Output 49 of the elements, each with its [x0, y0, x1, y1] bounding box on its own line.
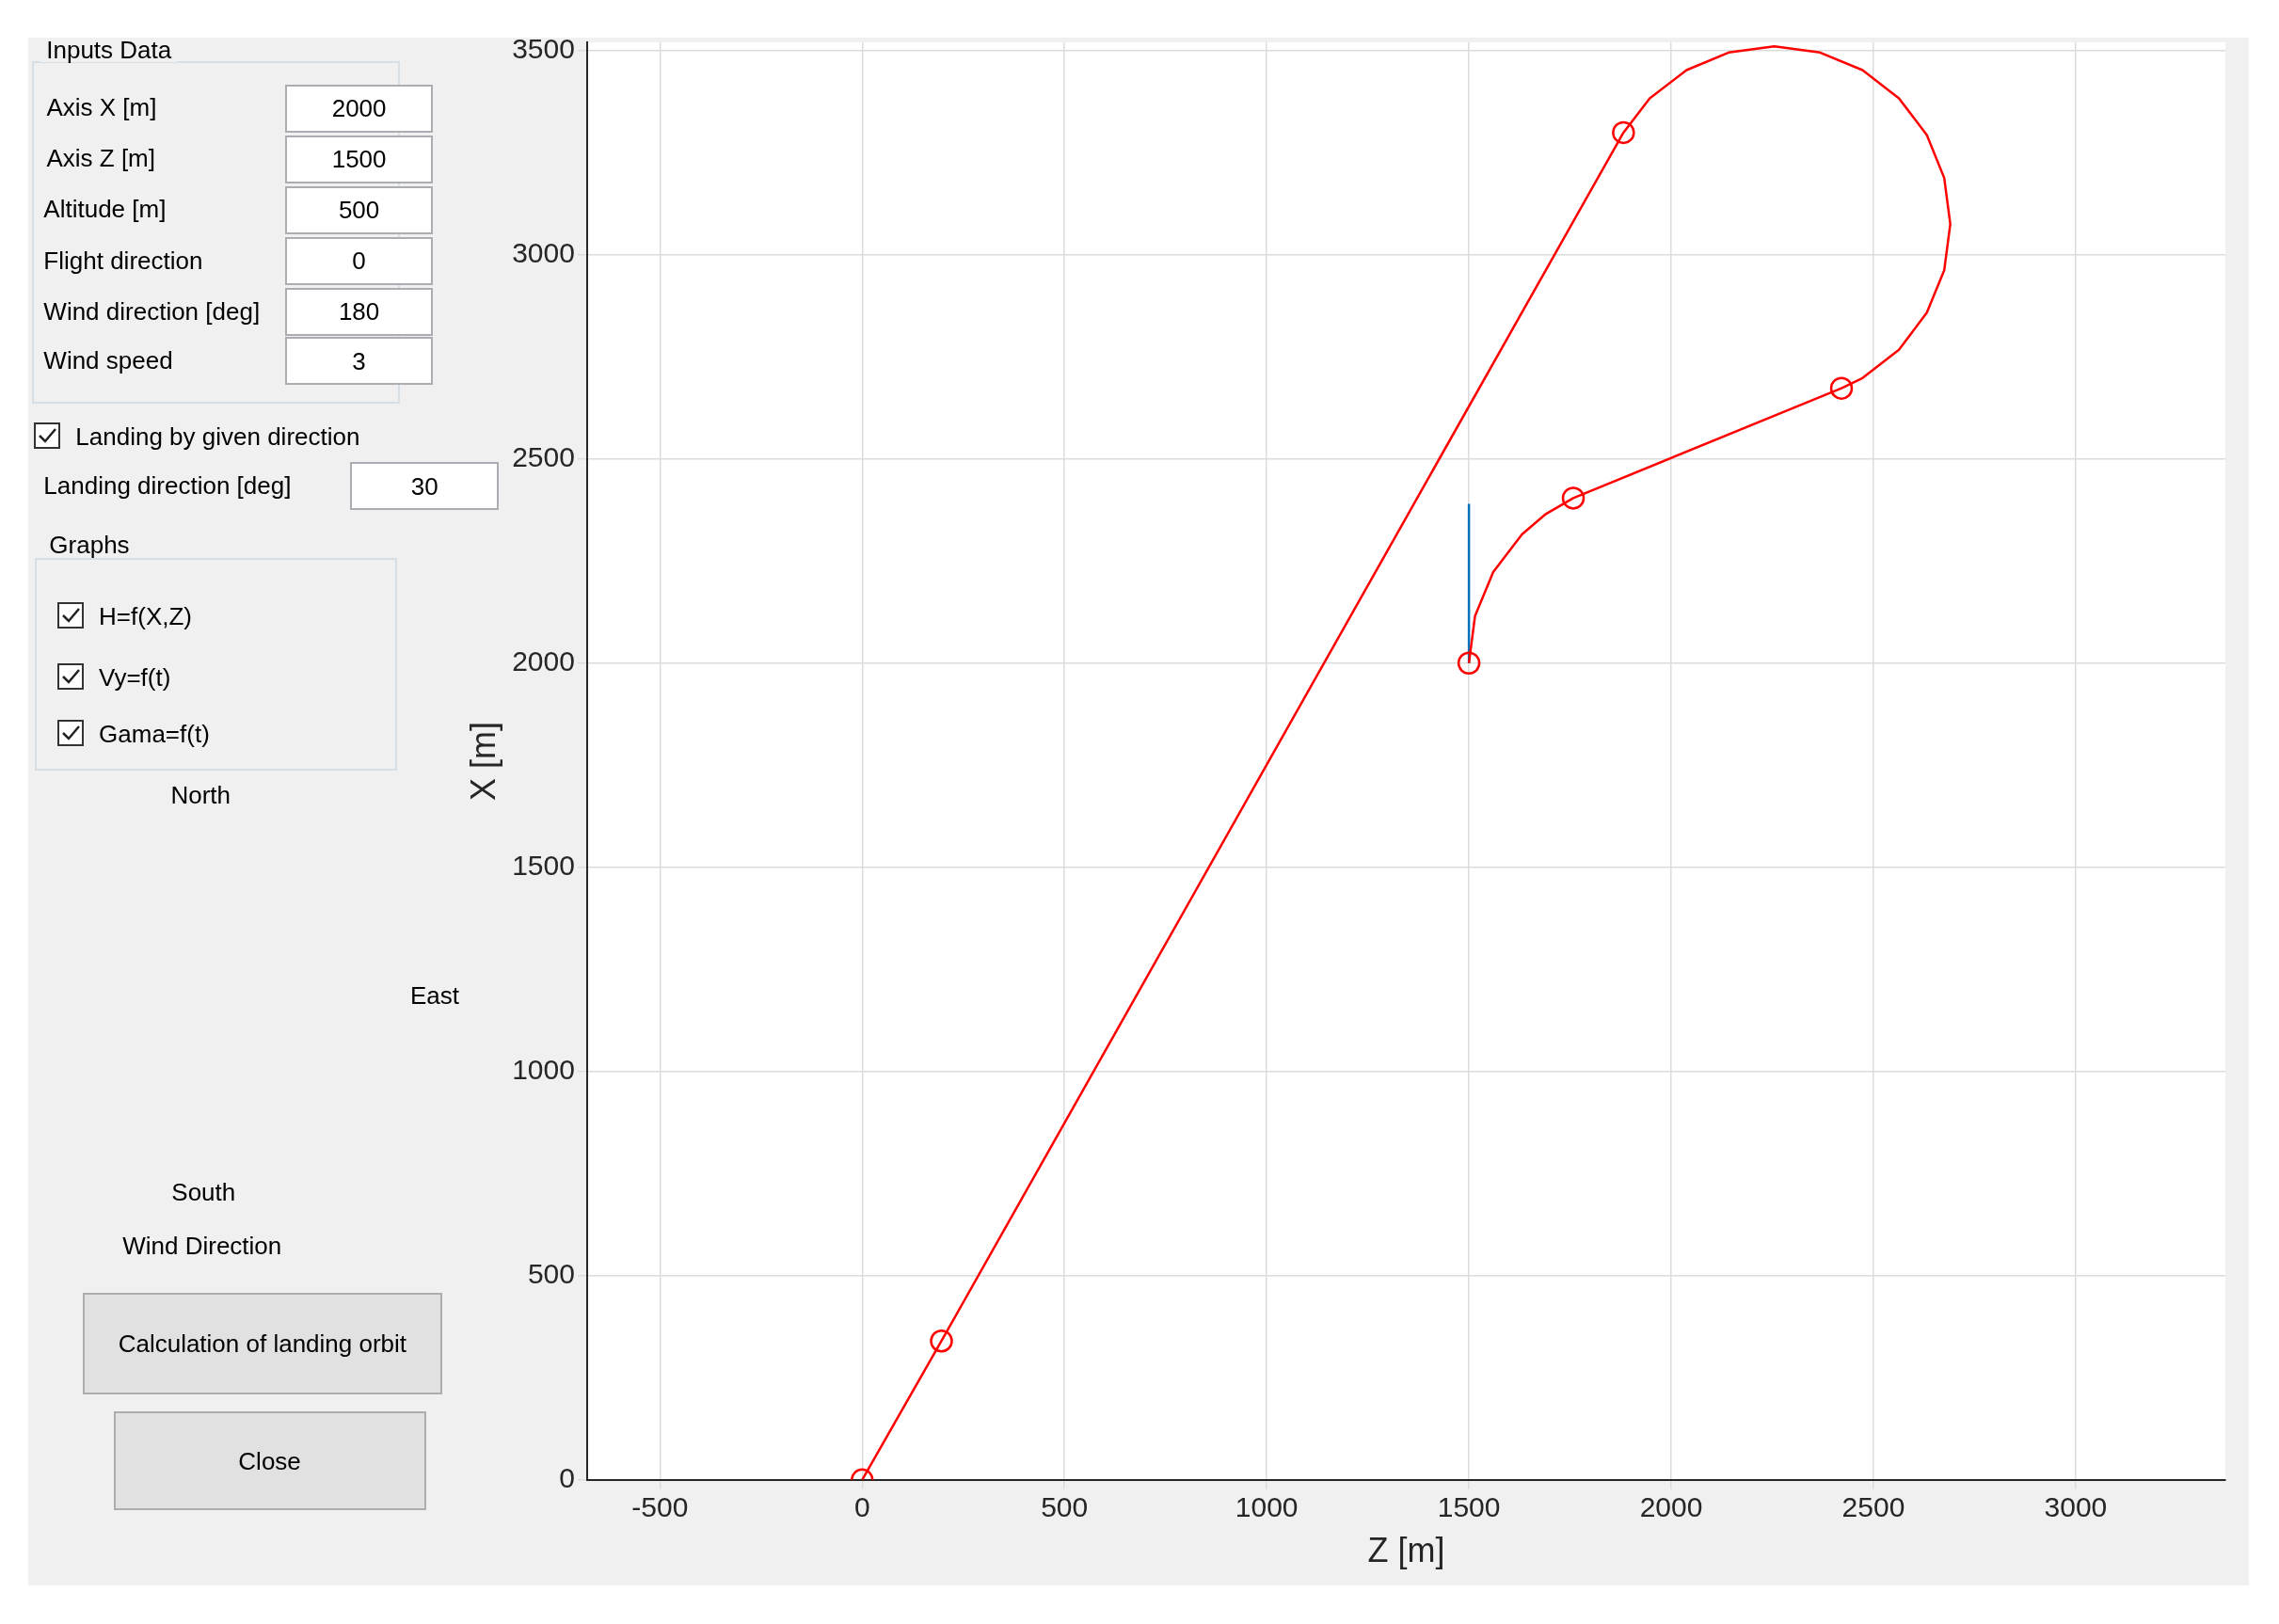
- y-tick-label: 3500: [512, 32, 575, 64]
- text: Axis Z [m]: [46, 144, 155, 173]
- text: Landing by given direction: [75, 422, 360, 451]
- y-tick-label: 2000: [512, 645, 575, 677]
- text: Inputs Data: [40, 35, 178, 64]
- y-tick-label: 1000: [512, 1054, 575, 1086]
- text: South: [171, 1177, 236, 1206]
- text: Axis X [m]: [46, 93, 157, 122]
- text: 1500: [284, 135, 434, 183]
- x-tick-label: 0: [853, 1491, 870, 1523]
- text: 2000: [284, 84, 434, 133]
- x-tick-label: 1000: [1235, 1491, 1299, 1523]
- x-tick-label: 2500: [1841, 1491, 1905, 1523]
- text: Altitude [m]: [43, 195, 167, 224]
- text: 30: [350, 462, 499, 511]
- point: [1561, 486, 1586, 510]
- text: H=f(X,Z): [99, 602, 192, 631]
- point: [1457, 651, 1481, 675]
- x-tick-label: 1500: [1437, 1491, 1501, 1523]
- text: Wind direction [deg]: [43, 296, 261, 326]
- text: Flight direction: [43, 246, 203, 275]
- text: Wind speed: [43, 346, 173, 375]
- point: [930, 1329, 953, 1353]
- text: Graphs: [43, 531, 135, 560]
- text: Close: [113, 1411, 426, 1511]
- y-tick-label: 0: [559, 1462, 575, 1494]
- text: 0: [284, 236, 434, 285]
- x-tick-label: 2000: [1639, 1491, 1703, 1523]
- y-axis-title: X [m]: [463, 721, 502, 801]
- text: East: [409, 981, 459, 1011]
- text: Landing direction [deg]: [43, 471, 292, 501]
- text: 180: [284, 287, 434, 336]
- text: 3: [284, 337, 434, 386]
- y-tick-label: 1500: [512, 850, 575, 882]
- text: North: [170, 781, 231, 810]
- text: 500: [284, 185, 434, 234]
- x-tick-label: 500: [1041, 1491, 1089, 1523]
- text: Calculation of landing orbit: [83, 1292, 442, 1394]
- y-tick-label: 2500: [512, 440, 575, 472]
- x-axis-title: Z [m]: [1367, 1531, 1445, 1570]
- text: Wind Direction: [122, 1232, 282, 1261]
- x-tick-label: -500: [631, 1491, 689, 1523]
- x-tick-label: 3000: [2044, 1491, 2108, 1523]
- y-tick-label: 3000: [512, 236, 575, 268]
- point: [1612, 120, 1635, 145]
- point: [1829, 376, 1854, 400]
- text: Vy=f(t): [99, 662, 171, 692]
- y-tick-label: 500: [527, 1258, 575, 1290]
- text: Gama=f(t): [99, 720, 210, 749]
